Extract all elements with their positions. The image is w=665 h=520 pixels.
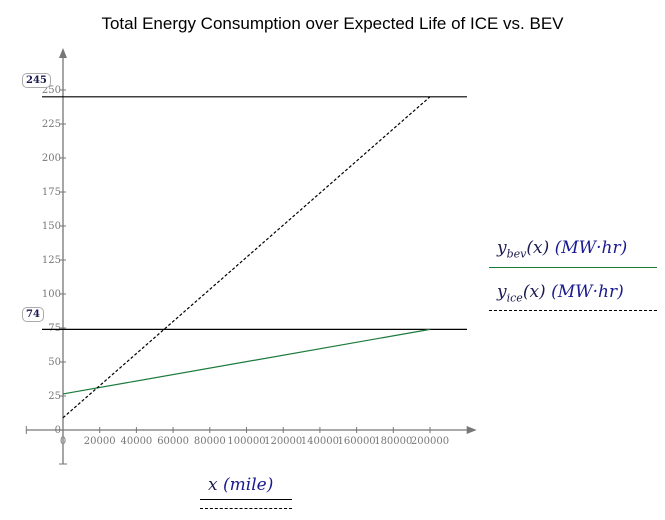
legend-ice-swatch xyxy=(489,310,657,311)
y-tick-label: 100 xyxy=(42,289,61,300)
x-label-line xyxy=(200,499,292,500)
x-tick-label: 200000 xyxy=(411,436,449,447)
y-tick-label: 25 xyxy=(48,391,61,402)
x-tick-label: 120000 xyxy=(264,436,302,447)
marker-label-245: 245 xyxy=(22,73,51,88)
x-axis-arrow xyxy=(466,426,477,434)
y-tick-label: 50 xyxy=(48,357,61,368)
y-tick-label: 225 xyxy=(42,119,61,130)
legend-ice: yice(x) (MW·hr) xyxy=(497,282,624,305)
y-tick-label: 0 xyxy=(55,425,61,436)
x-label-dashed-line xyxy=(200,508,292,509)
x-tick-label: 40000 xyxy=(120,436,152,447)
series-line-bev xyxy=(62,328,431,395)
legend-bev-swatch xyxy=(489,267,657,268)
series-line-ice xyxy=(62,96,431,419)
x-tick-label: 60000 xyxy=(157,436,189,447)
marker-label-74: 74 xyxy=(22,307,44,322)
x-tick-label: 180000 xyxy=(374,436,412,447)
x-tick-label: 100000 xyxy=(227,436,265,447)
y-tick-label: 75 xyxy=(48,323,61,334)
y-tick-label: 250 xyxy=(42,85,61,96)
y-tick-label: 175 xyxy=(42,187,61,198)
chart-title: Total Energy Consumption over Expected L… xyxy=(101,14,564,33)
y-tick-label: 125 xyxy=(42,255,61,266)
y-tick-label: 150 xyxy=(42,221,61,232)
x-tick-label: 160000 xyxy=(338,436,376,447)
y-axis-arrow xyxy=(59,48,67,58)
x-axis-label: x (mile) xyxy=(208,475,274,495)
x-tick-label: 0 xyxy=(60,436,66,447)
x-tick-label: 20000 xyxy=(84,436,116,447)
x-tick-label: 80000 xyxy=(194,436,226,447)
y-tick-label: 200 xyxy=(42,153,61,164)
x-tick-label: 140000 xyxy=(301,436,339,447)
legend-bev: ybev(x) (MW·hr) xyxy=(497,238,628,261)
